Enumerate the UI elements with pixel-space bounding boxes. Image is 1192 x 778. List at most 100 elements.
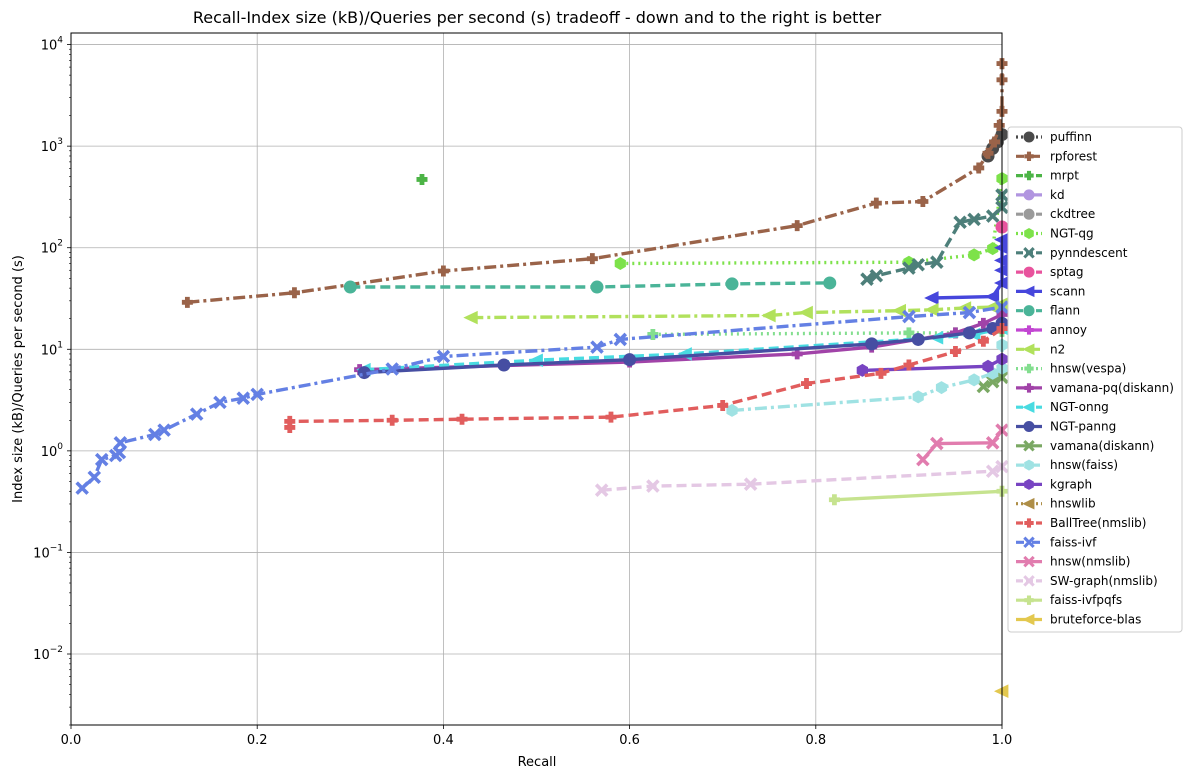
legend-label-faiss-ivf: faiss-ivf [1050,535,1097,549]
data-point-sw-graph-nmslib [743,477,758,491]
data-point-n2 [798,305,813,320]
data-point-vamana-diskann [985,374,1000,389]
data-point-vamana-pq-diskann [949,327,961,339]
legend-label-kd: kd [1050,188,1065,202]
legend-entry-kgraph: kgraph [1016,477,1092,491]
legend-marker-ngt-qg [1024,228,1034,239]
data-point-vamana-diskann [976,379,991,394]
y-tick-label: 10−2 [33,645,63,663]
legend-label-n2: n2 [1050,342,1065,356]
legend-marker-faiss-ivf [1023,536,1035,549]
data-point-scann [994,263,1009,278]
data-point-faiss-ivf [113,436,128,450]
legend-label-scann: scann [1050,284,1085,298]
legend-label-annoy: annoy [1050,323,1087,337]
series-mrpt [416,173,428,185]
data-point-pynndescent [953,215,967,230]
x-tick-label: 1.0 [992,733,1013,748]
legend-label-rpforest: rpforest [1050,149,1097,163]
data-point-scann [984,289,1000,304]
series-hnsw-faiss [726,338,1008,417]
x-tick-label: 0.0 [61,733,82,748]
x-tick-label: 0.6 [619,733,640,748]
legend-entry-hnsw-nmslib: hnsw(nmslib) [1016,555,1130,569]
data-point-ngt-qg [614,257,626,270]
legend-label-faiss-ivfpqfs: faiss-ivfpqfs [1050,593,1122,607]
chart-title: Recall-Index size (kB)/Queries per secon… [193,8,882,27]
x-axis-ticks: 0.0 0.2 0.4 0.6 0.8 1.0 [61,725,1013,748]
data-point-scann [924,291,939,305]
legend-marker-vamana-diskann [1023,440,1035,452]
legend-entry-hnsw-faiss: hnsw(faiss) [1016,458,1118,472]
data-point-pynndescent [860,272,874,286]
data-point-faiss-ivf [385,362,399,376]
data-point-ngt-qg [987,242,999,256]
legend-marker-kgraph [1024,478,1034,490]
legend-marker-balltree-nmslib [1024,518,1034,528]
legend-marker-scann [1022,285,1035,298]
data-point-pynndescent [930,255,944,269]
legend-entry-n2: n2 [1016,342,1065,356]
series-bruteforce-blas [994,684,1009,699]
x-tick-label: 0.4 [433,733,454,748]
data-point-faiss-ivf [902,309,916,324]
data-point-hnsw-faiss [726,403,738,417]
data-point-faiss-ivf [590,340,604,354]
data-point-faiss-ivf [94,452,109,467]
data-point-balltree-nmslib [284,421,296,433]
data-point-n2 [924,302,939,317]
data-point-hnsw-nmslib [930,436,944,451]
legend-entry-vamana-pq-diskann: vamana-pq(diskann) [1016,381,1174,395]
series-hnsw-nmslib [916,423,1009,467]
data-point-rpforest [989,136,1001,148]
legend-marker-hnswlib [1022,497,1035,510]
data-point-balltree-nmslib [386,414,398,426]
data-point-balltree-nmslib [284,415,296,427]
legend-entry-scann: scann [1016,284,1085,298]
legend-entry-puffinn: puffinn [1016,130,1092,144]
data-point-balltree-nmslib [800,378,812,390]
legend-marker-faiss-ivfpqfs [1024,595,1034,605]
y-axis-ticks: 10−2 10−1 100 101 102 103 104 [33,36,71,726]
data-point-vamana-pq-diskann [791,348,803,360]
series-kgraph [856,352,1008,377]
data-point-faiss-ivf [213,395,227,410]
legend-entry-ngt-panng: NGT-panng [1016,420,1116,434]
data-point-mrpt [416,173,428,185]
y-tick-label: 103 [41,137,63,155]
x-tick-label: 0.2 [247,733,268,748]
data-point-rpforest [973,162,985,174]
legend: puffinn rpforest mrpt kd ckdtree NGT-qg pynnde… [1007,126,1183,633]
data-point-scann [994,253,1009,268]
data-point-balltree-nmslib [456,413,468,425]
legend-entry-sw-graph-nmslib: SW-graph(nmslib) [1016,574,1158,588]
data-point-balltree-nmslib [977,335,989,347]
legend-label-hnsw-nmslib: hnsw(nmslib) [1050,555,1130,569]
data-point-kgraph [982,359,994,373]
legend-label-hnswlib: hnswlib [1050,497,1096,511]
y-tick-label: 104 [41,36,64,54]
legend-label-sptag: sptag [1050,265,1084,279]
data-point-hnsw-nmslib [916,452,930,467]
legend-entry-faiss-ivf: faiss-ivf [1016,535,1097,549]
y-axis-label: Index size (kB)/Queries per second (s) [11,255,26,503]
data-point-faiss-ivf [87,470,102,485]
data-point-flann [823,276,837,290]
data-point-rpforest [870,197,882,209]
data-point-flann [343,280,357,294]
legend-entry-hnswlib: hnswlib [1016,497,1096,511]
legend-entry-flann: flann [1016,304,1080,318]
data-point-faiss-ivf [148,427,162,442]
series-flann [343,276,837,294]
data-point-ngt-panng [623,353,637,367]
legend-label-ngt-panng: NGT-panng [1050,420,1116,434]
data-point-flann [590,280,604,294]
plot-series [75,58,1009,699]
data-point-pynndescent [902,261,916,275]
legend-entry-bruteforce-blas: bruteforce-blas [1016,613,1141,627]
data-point-sw-graph-nmslib [594,483,609,497]
data-point-pynndescent [911,257,925,272]
data-point-faiss-ivf [613,332,628,347]
plot-area-frame [70,32,1003,726]
legend-marker-vamana-pq-diskann [1024,383,1034,393]
